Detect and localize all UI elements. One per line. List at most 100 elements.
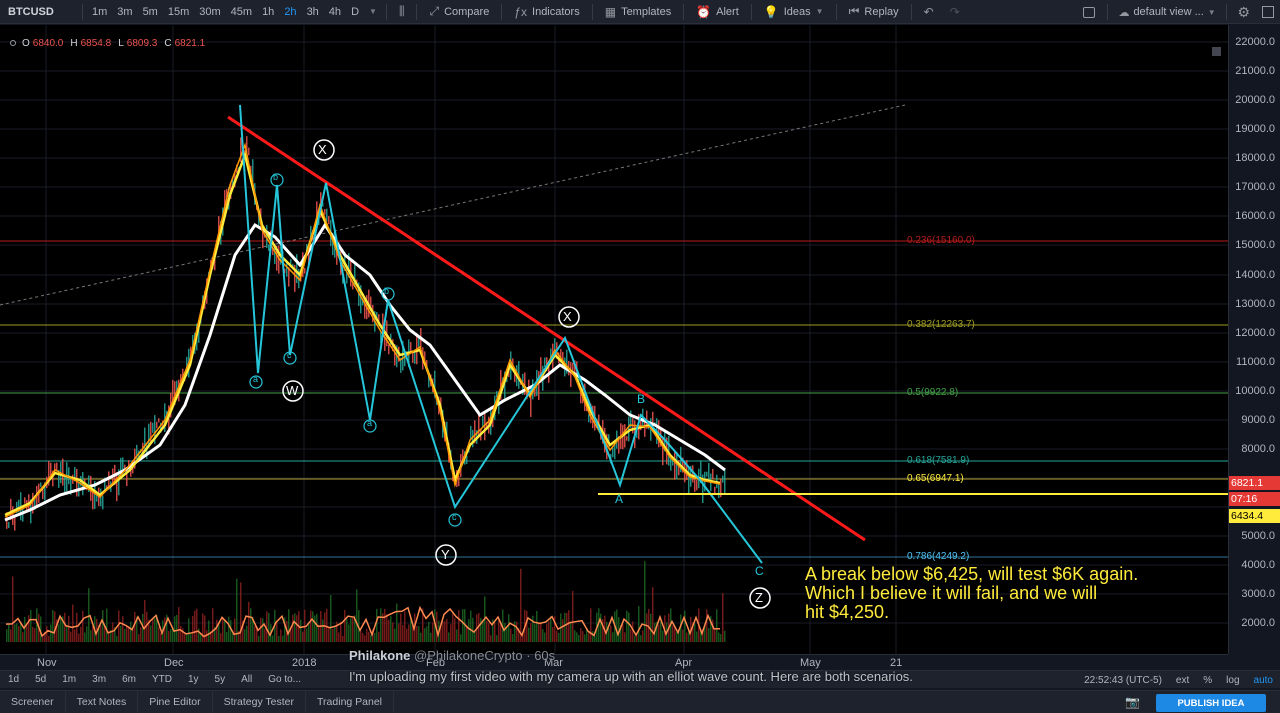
range-6m[interactable]: 6m — [122, 674, 136, 685]
chart-area[interactable]: O 6840.0 H 6854.8 L 6809.3 C 6821.1 0.236(15… — [0, 25, 1228, 654]
range-5y[interactable]: 5y — [214, 674, 226, 685]
volume-bar — [500, 624, 502, 642]
timeframe-45m[interactable]: 45m — [230, 5, 253, 18]
volume-bar — [186, 633, 188, 642]
volume-bar — [722, 593, 724, 642]
candle — [486, 421, 488, 430]
tab-pine-editor[interactable]: Pine Editor — [138, 690, 213, 713]
publish-idea-button[interactable]: PUBLISH IDEA — [1156, 694, 1266, 712]
price-axis[interactable]: 22000.0 21000.0 20000.0 19000.0 18000.0 … — [1228, 25, 1280, 654]
elliott-wave-line — [239, 104, 763, 564]
volume-bar — [628, 612, 630, 642]
ext-toggle[interactable]: ext — [1175, 674, 1190, 686]
volume-bar — [350, 618, 352, 642]
legend-toggle-icon[interactable] — [10, 40, 16, 46]
undo-button[interactable]: ↶ — [916, 5, 942, 19]
camera-icon[interactable]: 📷 — [1125, 695, 1140, 709]
candle — [326, 208, 328, 222]
tab-strategy-tester[interactable]: Strategy Tester — [213, 690, 307, 713]
clock-display[interactable]: 22:52:43 (UTC-5) — [1084, 674, 1162, 686]
timeframe-15m[interactable]: 15m — [167, 5, 190, 18]
range-1m[interactable]: 1m — [62, 674, 77, 685]
timeframe-30m[interactable]: 30m — [199, 5, 221, 18]
log-toggle[interactable]: log — [1226, 674, 1240, 686]
goto-date-button[interactable]: Go to... — [268, 674, 302, 685]
timeframe-3m[interactable]: 3m — [117, 5, 133, 18]
volume-bar — [472, 617, 474, 642]
caption-time: · 60s — [526, 648, 556, 663]
volume-bar — [368, 631, 370, 642]
ideas-button[interactable]: 💡 Ideas ▼ — [756, 5, 832, 19]
layout-icon[interactable] — [1083, 6, 1096, 18]
candle — [58, 469, 60, 488]
range-all[interactable]: All — [241, 674, 253, 685]
range-1y[interactable]: 1y — [187, 674, 199, 685]
timeframe-dropdown-icon[interactable]: ▼ — [369, 7, 377, 16]
templates-button[interactable]: ▦ Templates — [597, 5, 679, 19]
timeframe-3h[interactable]: 3h — [306, 5, 319, 18]
toolbar-divider — [1107, 4, 1109, 20]
candle — [720, 479, 722, 498]
volume-bar — [230, 620, 232, 642]
replay-button[interactable]: ⏮ Replay — [841, 4, 907, 19]
date-range-bar: 1d 5d 1m 3m 6m YTD 1y 5y All Go to... 22… — [0, 670, 1280, 688]
timeframe-5m[interactable]: 5m — [142, 5, 158, 18]
volume-bar — [136, 616, 138, 642]
timeframe-4h[interactable]: 4h — [328, 5, 342, 18]
volume-bar — [208, 620, 210, 642]
range-3m[interactable]: 3m — [92, 674, 107, 685]
volume-bar — [416, 625, 418, 642]
time-axis[interactable]: Nov Dec 2018 Feb Mar Apr May 21 — [0, 654, 1228, 670]
candle — [578, 375, 580, 384]
volume-bar — [492, 619, 494, 642]
downtrend-line — [227, 115, 866, 542]
range-ytd[interactable]: YTD — [151, 674, 172, 685]
auto-toggle[interactable]: auto — [1253, 674, 1273, 686]
percent-toggle[interactable]: % — [1203, 674, 1213, 686]
candle — [458, 476, 460, 487]
volume-bar — [610, 625, 612, 642]
chart-style-button[interactable]: ⫼ — [391, 4, 413, 19]
cloud-icon: ☁ — [1118, 6, 1130, 19]
fullscreen-icon[interactable] — [1262, 6, 1274, 18]
volume-bar — [40, 616, 42, 642]
range-1d[interactable]: 1d — [8, 674, 20, 685]
timeframe-d[interactable]: D — [351, 5, 360, 18]
tab-trading-panel[interactable]: Trading Panel — [306, 690, 395, 713]
volume-bar — [172, 627, 174, 642]
tab-screener[interactable]: Screener — [0, 690, 66, 713]
timeframe-1m[interactable]: 1m — [92, 5, 108, 18]
candle — [332, 232, 334, 256]
volume-bar — [468, 619, 470, 642]
chart-canvas[interactable] — [0, 25, 1228, 654]
gear-icon[interactable]: ⚙ — [1237, 3, 1250, 20]
volume-bar — [570, 623, 572, 642]
timeframe-2h[interactable]: 2h — [284, 5, 297, 18]
timeframe-1h[interactable]: 1h — [262, 5, 275, 18]
symbol-search[interactable]: BTCUSD — [0, 6, 78, 18]
fib-label-0236: 0.236(15160.0) — [907, 235, 975, 246]
candle — [362, 298, 364, 306]
volume-bar — [436, 611, 438, 642]
volume-bar — [458, 610, 460, 642]
volume-bar — [338, 632, 340, 642]
volume-bar — [620, 624, 622, 642]
compare-button[interactable]: ⤢ Compare — [421, 4, 497, 19]
indicators-button[interactable]: ƒx Indicators — [506, 5, 587, 19]
range-5d[interactable]: 5d — [35, 674, 47, 685]
toolbar-divider — [82, 3, 83, 20]
tab-text-notes[interactable]: Text Notes — [66, 690, 139, 713]
volume-bar — [56, 619, 58, 642]
wave-label-big-c: C — [755, 564, 764, 578]
alert-button[interactable]: ⏰ Alert — [688, 5, 747, 19]
candle — [586, 406, 588, 412]
scroll-marker-icon[interactable] — [1212, 47, 1221, 56]
view-select[interactable]: ☁ default view ... ▼ — [1112, 6, 1222, 19]
volume-bar — [282, 635, 284, 642]
chart-annotation[interactable]: A break below $6,425, will test $6K agai… — [805, 565, 1138, 622]
volume-bar — [586, 628, 588, 642]
volume-bar — [90, 630, 92, 642]
volume-bar — [440, 626, 442, 642]
volume-bar — [316, 613, 318, 642]
redo-button[interactable]: ↷ — [942, 5, 968, 19]
